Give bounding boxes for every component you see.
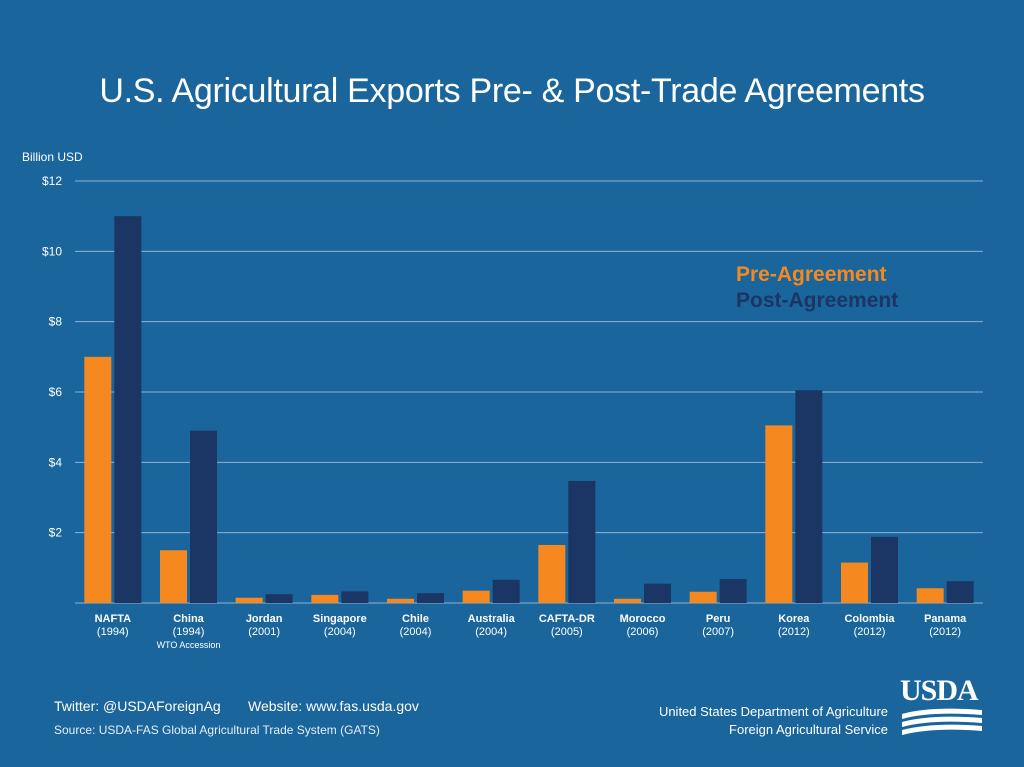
x-tick-label: Chile	[402, 613, 429, 625]
twitter-handle: Twitter: @USDAForeignAg	[54, 698, 221, 714]
x-tick-year: (2004)	[475, 626, 507, 638]
x-tick-note: WTO Accession	[157, 640, 221, 650]
bar-post-agreement-singapore	[341, 591, 369, 603]
bar-post-agreement-china	[190, 430, 217, 603]
x-tick-year: (2012)	[929, 626, 961, 638]
x-tick-year: (2006)	[627, 626, 659, 638]
legend-entry: Post-Agreement	[736, 289, 898, 312]
bar-pre-agreement-nafta	[84, 356, 112, 603]
x-tick-label: NAFTA	[95, 613, 132, 625]
x-tick-year: (2004)	[400, 626, 432, 638]
bar-pre-agreement-morocco	[614, 598, 641, 603]
bar-pre-agreement-china	[160, 550, 187, 603]
bar-post-agreement-korea	[795, 390, 823, 603]
bar-post-agreement-cafta-dr	[568, 480, 596, 603]
x-tick-year: (2012)	[854, 626, 886, 638]
x-tick-label: China	[173, 613, 204, 625]
bar-post-agreement-nafta	[114, 216, 142, 603]
bar-post-agreement-australia	[492, 579, 520, 603]
source-note: Source: USDA-FAS Global Agricultural Tra…	[54, 723, 380, 737]
bar-post-agreement-morocco	[644, 583, 671, 603]
bar-post-agreement-colombia	[871, 536, 898, 603]
x-tick-label: Korea	[778, 613, 810, 625]
x-tick-year: (2007)	[702, 626, 734, 638]
y-tick-label: $6	[49, 385, 63, 399]
usda-logo-icon	[902, 708, 982, 735]
x-tick-label: Panama	[924, 613, 967, 625]
legend-entry: Pre-Agreement	[736, 263, 887, 286]
x-tick-year: (2001)	[248, 626, 280, 638]
usda-logo-text: USDA	[900, 674, 979, 707]
bar-post-agreement-peru	[719, 579, 747, 603]
x-tick-year: (2004)	[324, 626, 356, 638]
bar-post-agreement-panama	[946, 581, 974, 603]
y-tick-label: $4	[49, 455, 63, 469]
y-tick-label: $12	[42, 174, 62, 188]
bar-pre-agreement-cafta-dr	[538, 544, 566, 603]
x-tick-label: Jordan	[246, 613, 283, 625]
y-axis-label: Billion USD	[22, 150, 83, 164]
bar-post-agreement-chile	[417, 593, 444, 603]
bar-pre-agreement-panama	[916, 588, 944, 603]
x-tick-label: Morocco	[620, 613, 666, 625]
bar-pre-agreement-peru	[689, 591, 717, 603]
bar-pre-agreement-colombia	[841, 562, 868, 603]
x-tick-year: (2005)	[551, 626, 583, 638]
bar-pre-agreement-australia	[462, 590, 490, 603]
department-name: United States Department of Agriculture	[658, 704, 888, 719]
x-tick-label: Australia	[468, 613, 516, 625]
website-link: Website: www.fas.usda.gov	[248, 698, 419, 714]
y-tick-label: $10	[42, 244, 62, 258]
bar-post-agreement-jordan	[265, 594, 293, 603]
bar-pre-agreement-singapore	[311, 594, 339, 603]
x-tick-label: Singapore	[313, 613, 367, 625]
x-tick-label: Peru	[706, 613, 730, 625]
x-tick-year: (2012)	[778, 626, 810, 638]
x-tick-label: CAFTA-DR	[539, 613, 595, 625]
x-tick-label: Colombia	[844, 613, 895, 625]
y-tick-label: $2	[49, 526, 63, 540]
x-tick-year: (1994)	[173, 626, 205, 638]
chart-title: U.S. Agricultural Exports Pre- & Post-Tr…	[99, 72, 925, 110]
bar-pre-agreement-chile	[387, 598, 414, 603]
x-tick-year: (1994)	[97, 626, 129, 638]
bar-pre-agreement-korea	[765, 425, 793, 603]
bar-pre-agreement-jordan	[235, 597, 263, 603]
service-name: Foreign Agricultural Service	[729, 722, 888, 737]
y-tick-label: $8	[49, 315, 63, 329]
